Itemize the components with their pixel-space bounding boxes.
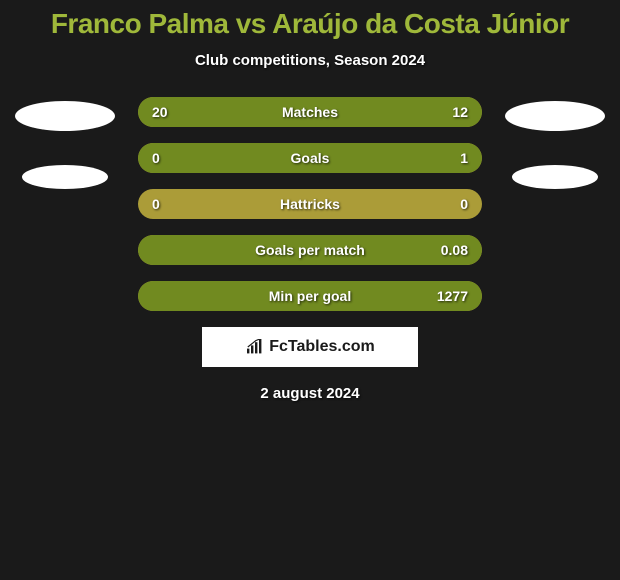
stat-label: Matches [282, 104, 338, 120]
brand-text: FcTables.com [269, 338, 375, 356]
stat-value-right: 1 [460, 150, 468, 166]
stat-fill-left [138, 143, 200, 173]
chart-icon [245, 339, 265, 355]
player-avatar-left-1 [15, 101, 115, 131]
player-avatar-right-2 [512, 165, 598, 189]
stat-value-right: 0.08 [441, 242, 468, 258]
stat-label: Min per goal [269, 288, 351, 304]
stat-row-goals: 0 Goals 1 [138, 143, 482, 173]
stat-value-right: 1277 [437, 288, 468, 304]
left-player-col [10, 97, 120, 189]
player-avatar-right-1 [505, 101, 605, 131]
stat-value-right: 0 [460, 196, 468, 212]
page-title: Franco Palma vs Araújo da Costa Júnior [0, 8, 620, 40]
stat-row-goals-per-match: Goals per match 0.08 [138, 235, 482, 265]
stat-bars: 20 Matches 12 0 Goals 1 0 Hattricks 0 Go… [138, 97, 482, 311]
stat-value-left: 20 [152, 104, 168, 120]
stat-label: Goals per match [255, 242, 365, 258]
stat-value-right: 12 [452, 104, 468, 120]
stat-row-min-per-goal: Min per goal 1277 [138, 281, 482, 311]
stats-area: 20 Matches 12 0 Goals 1 0 Hattricks 0 Go… [0, 97, 620, 311]
comparison-card: Franco Palma vs Araújo da Costa Júnior C… [0, 0, 620, 402]
stat-value-left: 0 [152, 150, 160, 166]
branding-badge: FcTables.com [202, 327, 418, 367]
stat-label: Goals [291, 150, 330, 166]
right-player-col [500, 97, 610, 189]
date-label: 2 august 2024 [0, 385, 620, 402]
player-avatar-left-2 [22, 165, 108, 189]
stat-value-left: 0 [152, 196, 160, 212]
stat-row-hattricks: 0 Hattricks 0 [138, 189, 482, 219]
stat-fill-right [200, 143, 482, 173]
stat-label: Hattricks [280, 196, 340, 212]
stat-row-matches: 20 Matches 12 [138, 97, 482, 127]
subtitle: Club competitions, Season 2024 [0, 52, 620, 69]
